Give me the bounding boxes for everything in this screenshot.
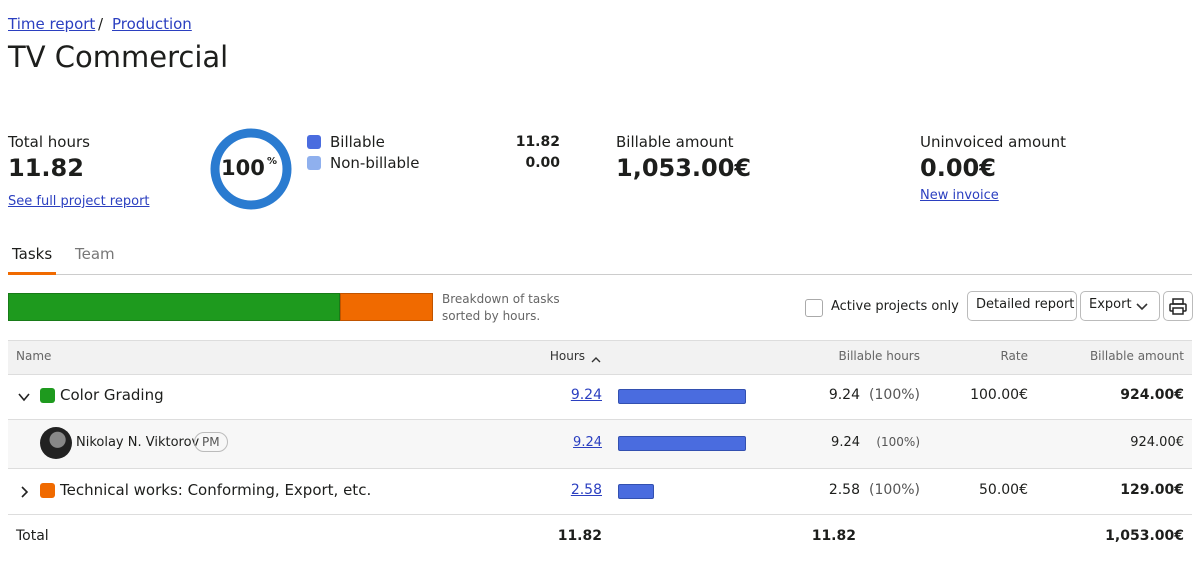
label: Total hours [8, 133, 90, 151]
task-name: Color Grading [60, 386, 164, 404]
hours-bar [618, 389, 746, 404]
hours-bar [618, 484, 654, 499]
hours-link: 9.24 [573, 435, 602, 450]
task-name: Technical works: Conforming, Export, etc… [60, 481, 372, 499]
breadcrumb-separator: / [98, 15, 104, 33]
tab-underline [8, 272, 56, 275]
checkbox[interactable] [805, 299, 823, 317]
breakdown-caption: Breakdown of tasks sorted by hours. [442, 292, 560, 323]
sort-icon [590, 351, 602, 370]
column-header: Rate [1000, 349, 1028, 363]
breadcrumb-link[interactable]: Time report [8, 15, 96, 33]
legend-value: 0.00 [525, 155, 560, 171]
row-line [8, 514, 1192, 515]
donut [209, 127, 293, 211]
uninvoiced-amount: 0.00€ [920, 154, 996, 182]
legend-name: Billable [330, 133, 385, 151]
row-line [8, 419, 1192, 420]
label: Billable amount [616, 133, 734, 151]
button[interactable] [1080, 291, 1160, 321]
total-amount: 1,053.00€ [1105, 528, 1184, 544]
billable-amount: 1,053.00€ [616, 154, 752, 182]
member-row [8, 420, 1192, 469]
breakdown-segment [340, 293, 433, 321]
button-label: Export [1089, 297, 1132, 312]
task-color [40, 483, 55, 498]
donut-unit: % [267, 156, 278, 167]
legend-swatch [307, 135, 321, 149]
billable-hours: 9.24 [828, 387, 860, 403]
legend-value: 11.82 [515, 134, 560, 150]
button[interactable] [967, 291, 1077, 321]
report-link[interactable]: See full project report [8, 194, 150, 209]
label: Uninvoiced amount [920, 133, 1067, 151]
legend-name: Non-billable [330, 154, 420, 172]
rate: 50.00€ [979, 482, 1028, 498]
rate: 100.00€ [970, 387, 1028, 403]
total-label: Total [16, 528, 49, 544]
column-header: Billable amount [1089, 349, 1184, 363]
total-hours: 11.82 [8, 154, 84, 182]
checkbox-label[interactable]: Active projects only [831, 299, 959, 314]
tab[interactable]: Team [75, 245, 115, 263]
collapse-icon[interactable] [17, 389, 31, 408]
tab-active[interactable]: Tasks [12, 245, 53, 263]
task-color [40, 388, 55, 403]
total-billable-hours: 11.82 [811, 528, 856, 544]
print-button[interactable] [1163, 291, 1193, 321]
breadcrumb-link[interactable]: Production [112, 15, 192, 33]
button-label: Detailed report [976, 297, 1075, 312]
amount: 924.00€ [1130, 435, 1184, 450]
role-badge: PM [194, 432, 228, 452]
donut-ring [210, 128, 292, 210]
tab-line [8, 274, 1192, 275]
billable-hours: 2.58 [828, 482, 860, 498]
column-header: Billable hours [838, 349, 920, 363]
billable-percent: (100%) [869, 482, 920, 498]
amount: 129.00€ [1120, 482, 1184, 498]
table-header [8, 340, 1192, 375]
new-invoice-link[interactable]: New invoice [920, 188, 999, 203]
amount: 924.00€ [1120, 387, 1184, 403]
billable-percent: (100%) [876, 435, 920, 449]
billable-percent: (100%) [869, 387, 920, 403]
expand-icon[interactable] [17, 484, 31, 503]
member-name: Nikolay N. Viktorov [76, 435, 200, 450]
hours-link: 2.58 [570, 482, 602, 498]
column-header: Hours [549, 349, 585, 363]
avatar [40, 427, 72, 459]
hours-bar [618, 436, 746, 451]
column-header: Name [16, 349, 52, 363]
hours-link: 9.24 [570, 387, 602, 403]
total-hours: 11.82 [557, 528, 602, 544]
legend-swatch [307, 156, 321, 170]
chevron-down [1135, 299, 1149, 318]
donut-value: 100 [221, 156, 265, 180]
billable-hours: 9.24 [831, 435, 860, 450]
page-title: TV Commercial [8, 40, 229, 74]
breakdown-segment [8, 293, 341, 321]
